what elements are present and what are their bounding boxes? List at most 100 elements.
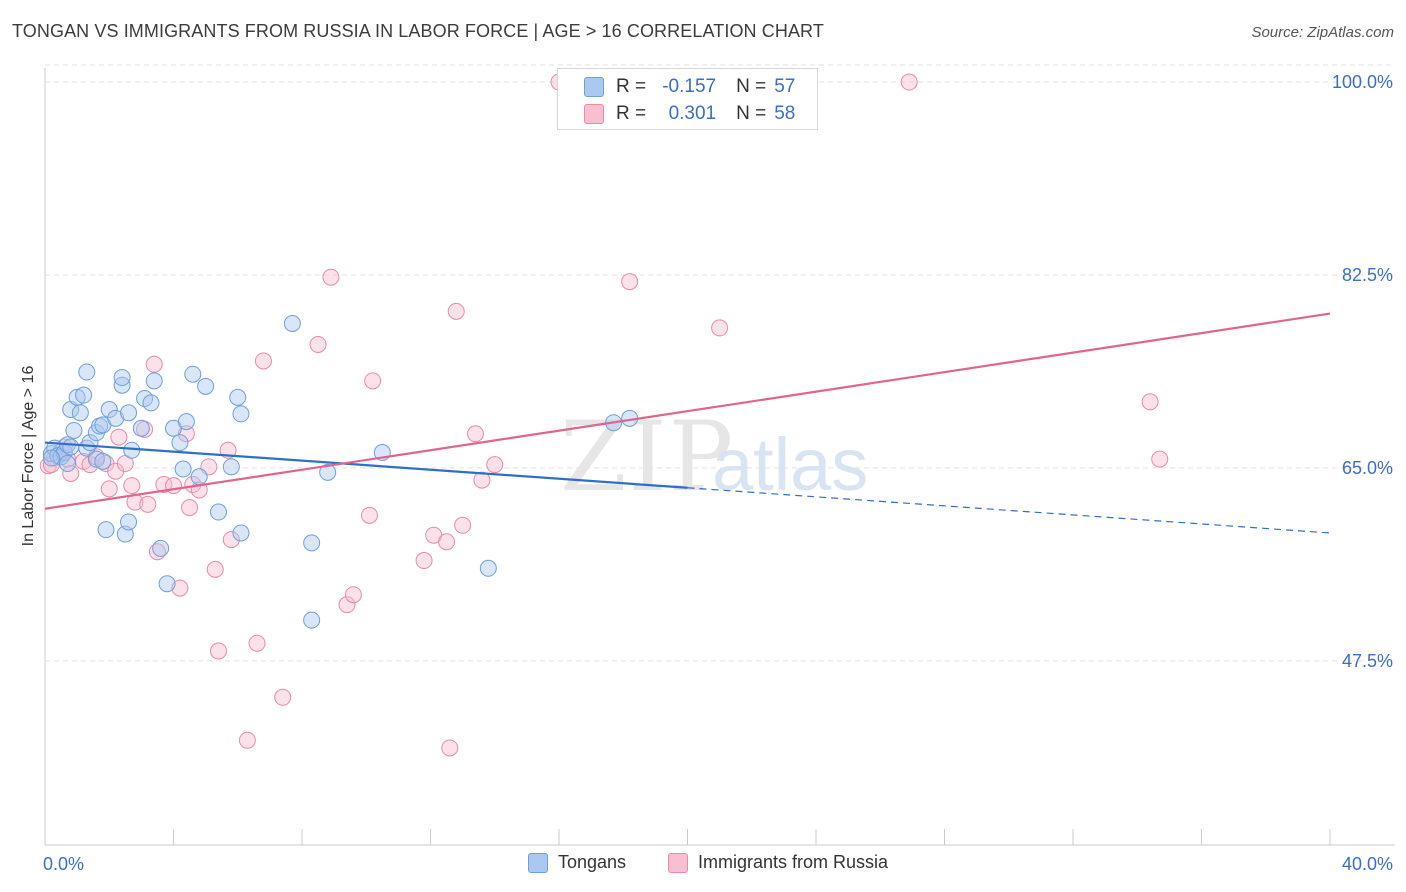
series-legend: Tongans Immigrants from Russia: [0, 852, 1406, 878]
point-russia: [309, 335, 327, 353]
trend-line-russia: [44, 312, 1331, 510]
point-russia: [222, 531, 240, 549]
point-tongans: [145, 372, 163, 390]
point-russia: [177, 425, 195, 443]
y-tick-label: 65.0%: [1342, 458, 1393, 478]
point-tongans: [87, 450, 105, 468]
point-tongans: [283, 315, 301, 333]
point-russia: [274, 688, 292, 706]
tick-labels: 47.5% 65.0% 82.5% 100.0% 0.0% 40.0%: [43, 72, 1393, 874]
point-russia: [248, 634, 266, 652]
point-russia: [338, 596, 356, 614]
point-tongans: [222, 458, 240, 476]
point-tongans: [319, 463, 337, 481]
axes: [44, 68, 1395, 846]
point-russia: [454, 516, 472, 534]
point-tongans: [58, 455, 76, 473]
legend-swatch-russia: [584, 104, 604, 124]
point-tongans: [94, 452, 112, 470]
legend-r-label: R =: [616, 103, 647, 124]
legend-n-value: 57: [774, 76, 796, 97]
point-russia: [473, 471, 491, 489]
point-tongans: [174, 460, 192, 478]
point-tongans: [42, 449, 60, 467]
point-tongans: [171, 434, 189, 452]
legend-n-label: N =: [736, 76, 767, 97]
point-tongans: [152, 539, 170, 557]
point-russia: [364, 372, 382, 390]
point-tongans: [190, 468, 208, 486]
stats-legend: R = -0.157 N = 57 R = 0.301 N = 58: [557, 68, 818, 130]
point-tongans: [177, 413, 195, 431]
point-tongans: [479, 559, 497, 577]
trend-line-tongans-projection: [687, 487, 1331, 534]
point-tongans: [78, 439, 96, 457]
legend-swatch-tongans: [528, 852, 548, 873]
legend-row-tongans: R = -0.157 N = 57: [584, 74, 796, 100]
point-tongans: [232, 524, 250, 542]
point-russia: [171, 579, 189, 597]
point-tongans: [62, 438, 80, 456]
source-label: Source: ZipAtlas.com: [1251, 24, 1394, 41]
point-russia: [148, 543, 166, 561]
x-tick-label: 40.0%: [1342, 854, 1393, 874]
legend-r-value: 0.301: [668, 103, 717, 124]
series-tongans: [42, 315, 639, 629]
point-russia: [438, 533, 456, 551]
point-tongans: [158, 575, 176, 593]
grid: [45, 64, 1395, 662]
point-tongans: [75, 386, 93, 404]
y-tick-label: 100.0%: [1332, 72, 1393, 92]
legend-r-value: -0.157: [662, 76, 717, 97]
point-russia: [711, 319, 729, 337]
point-russia: [100, 480, 118, 498]
point-russia: [1141, 393, 1159, 411]
point-russia: [62, 464, 80, 482]
point-russia: [238, 731, 256, 749]
point-russia: [254, 352, 272, 370]
legend-item-russia[interactable]: Immigrants from Russia: [668, 852, 888, 873]
point-tongans: [184, 365, 202, 383]
point-tongans: [107, 409, 125, 427]
point-tongans: [303, 534, 321, 552]
point-tongans: [142, 394, 160, 412]
point-russia: [145, 355, 163, 373]
point-tongans: [209, 503, 227, 521]
legend-item-tongans[interactable]: Tongans: [528, 852, 626, 873]
point-russia: [441, 739, 459, 757]
point-russia: [110, 428, 128, 446]
trend-lines: [44, 312, 1331, 534]
x-tick-label: 0.0%: [43, 854, 84, 874]
legend-swatch-russia: [668, 852, 688, 873]
trend-line-tongans: [44, 441, 688, 489]
point-tongans: [100, 401, 118, 419]
point-russia: [322, 268, 340, 286]
point-russia: [447, 302, 465, 320]
point-russia: [123, 477, 141, 495]
point-tongans: [229, 388, 247, 406]
point-tongans: [123, 441, 141, 459]
point-tongans: [113, 369, 131, 387]
point-tongans: [303, 611, 321, 629]
legend-label-tongans: Tongans: [558, 852, 627, 872]
point-russia: [466, 425, 484, 443]
watermark-zip: ZIP: [560, 401, 735, 513]
point-tongans: [65, 421, 83, 439]
point-tongans: [120, 404, 138, 422]
point-tongans: [78, 363, 96, 381]
point-tongans: [120, 513, 138, 531]
legend-swatch-tongans: [584, 77, 604, 97]
point-russia: [900, 73, 918, 91]
chart-title: TONGAN VS IMMIGRANTS FROM RUSSIA IN LABO…: [12, 21, 824, 41]
point-tongans: [42, 445, 60, 463]
legend-r-label: R =: [616, 76, 647, 97]
point-russia: [1151, 450, 1169, 468]
watermark-atlas: atlas: [712, 423, 868, 506]
point-russia: [360, 506, 378, 524]
legend-row-russia: R = 0.301 N = 58: [584, 101, 795, 127]
point-russia: [181, 499, 199, 517]
point-russia: [486, 456, 504, 474]
point-russia: [621, 273, 639, 291]
y-tick-label: 82.5%: [1342, 265, 1393, 285]
